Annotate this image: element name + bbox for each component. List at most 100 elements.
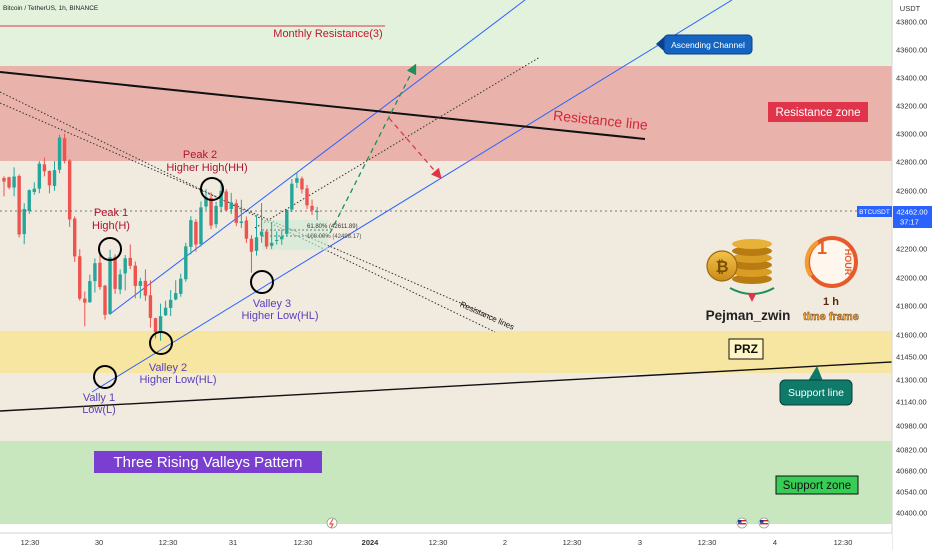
- candle[interactable]: [285, 209, 289, 237]
- prz-badge[interactable]: PRZ: [728, 338, 764, 360]
- price-tick-label: 43200.00: [896, 102, 927, 111]
- candle[interactable]: [259, 203, 264, 243]
- last-price-tag[interactable]: 42462.00 37:17: [893, 206, 932, 228]
- candle[interactable]: [118, 269, 122, 295]
- candle[interactable]: [113, 254, 117, 294]
- support-line-callout[interactable]: Support line: [779, 366, 853, 406]
- candle-body: [123, 258, 127, 274]
- candle[interactable]: [37, 161, 42, 194]
- peak1-circle[interactable]: [98, 237, 122, 261]
- channel-upper-line[interactable]: [109, 0, 526, 315]
- candle[interactable]: [138, 277, 143, 299]
- candle[interactable]: [229, 192, 233, 215]
- candle[interactable]: [168, 290, 173, 317]
- time-tick-label: 12:30: [429, 538, 448, 547]
- candle[interactable]: [83, 291, 87, 327]
- valley2-circle[interactable]: [149, 331, 173, 355]
- candle[interactable]: [128, 244, 132, 270]
- support-line[interactable]: [0, 361, 893, 412]
- candle[interactable]: [12, 167, 16, 197]
- candle[interactable]: [239, 199, 244, 229]
- candle-body: [83, 298, 87, 303]
- candle[interactable]: [93, 258, 97, 293]
- candle[interactable]: [249, 235, 254, 273]
- channel-lower-line[interactable]: [91, 0, 733, 393]
- peak2-circle[interactable]: [200, 177, 224, 201]
- lightning-event-icon[interactable]: [326, 517, 338, 529]
- candle[interactable]: [133, 261, 137, 299]
- ascending-channel-callout[interactable]: Ascending Channel: [656, 34, 753, 55]
- dotted-resistance-line-1[interactable]: [0, 91, 496, 333]
- candle[interactable]: [143, 269, 148, 301]
- candle[interactable]: [280, 230, 284, 245]
- candle[interactable]: [32, 182, 36, 195]
- pattern-title-badge[interactable]: Three Rising Valleys Pattern: [94, 451, 322, 473]
- dotted-resistance-line-2[interactable]: [0, 102, 496, 319]
- candle[interactable]: [199, 201, 203, 247]
- candle[interactable]: [189, 216, 193, 255]
- candle[interactable]: [234, 199, 238, 227]
- peak1-title: Peak 1: [94, 207, 128, 219]
- valley3-circle[interactable]: [250, 270, 274, 294]
- symbol-tag[interactable]: BTCUSDT: [857, 206, 892, 217]
- candle[interactable]: [42, 157, 47, 177]
- candle[interactable]: [184, 242, 188, 282]
- candle[interactable]: [67, 159, 72, 227]
- price-axis[interactable]: [892, 0, 932, 550]
- candle[interactable]: [310, 199, 314, 216]
- candle[interactable]: [52, 161, 57, 191]
- candle[interactable]: [148, 280, 153, 328]
- candle[interactable]: [315, 206, 319, 220]
- candle[interactable]: [214, 201, 218, 228]
- candle[interactable]: [7, 176, 11, 190]
- us-flag-event-icon-2[interactable]: [758, 517, 770, 529]
- support-zone-badge[interactable]: Support zone: [775, 475, 859, 495]
- candle[interactable]: [2, 176, 6, 197]
- candle[interactable]: [153, 317, 158, 339]
- candle[interactable]: [98, 253, 102, 290]
- candle[interactable]: [254, 215, 259, 256]
- price-tick-label: 43600.00: [896, 46, 927, 55]
- candle[interactable]: [27, 189, 31, 214]
- resistance-line[interactable]: [0, 71, 646, 140]
- candle[interactable]: [174, 280, 178, 301]
- candle[interactable]: [295, 172, 299, 188]
- candle[interactable]: [275, 231, 279, 245]
- candle[interactable]: [244, 216, 249, 243]
- candle[interactable]: [47, 170, 52, 194]
- candle[interactable]: [269, 221, 274, 250]
- candle[interactable]: [290, 178, 294, 213]
- candle[interactable]: [57, 134, 62, 174]
- candle[interactable]: [163, 300, 168, 317]
- price-tick-label: 41600.00: [896, 331, 927, 340]
- candle[interactable]: [123, 255, 127, 291]
- candle[interactable]: [78, 249, 82, 301]
- candle[interactable]: [73, 216, 77, 262]
- candle[interactable]: [103, 284, 107, 320]
- candle[interactable]: [264, 229, 269, 249]
- resistance-zone-badge[interactable]: Resistance zone: [768, 102, 868, 122]
- candle[interactable]: [204, 189, 208, 210]
- candle-body: [280, 236, 284, 240]
- dotted-channel-line[interactable]: [254, 56, 541, 229]
- candle-body: [153, 318, 158, 333]
- candle[interactable]: [305, 184, 309, 209]
- valley1-circle[interactable]: [93, 365, 117, 389]
- time-tick-label: 3: [638, 538, 642, 547]
- candle[interactable]: [88, 274, 92, 303]
- candle[interactable]: [17, 174, 21, 238]
- candle[interactable]: [62, 133, 67, 164]
- candle[interactable]: [300, 176, 304, 194]
- us-flag-event-icon[interactable]: [736, 517, 748, 529]
- candle[interactable]: [179, 273, 183, 297]
- candle-body: [194, 221, 198, 245]
- background-layer: [0, 0, 892, 524]
- candle[interactable]: [194, 218, 198, 252]
- candle[interactable]: [224, 189, 228, 212]
- time-axis[interactable]: [0, 533, 892, 550]
- candle[interactable]: [22, 203, 26, 245]
- candle[interactable]: [158, 303, 163, 341]
- candle-body: [249, 238, 254, 252]
